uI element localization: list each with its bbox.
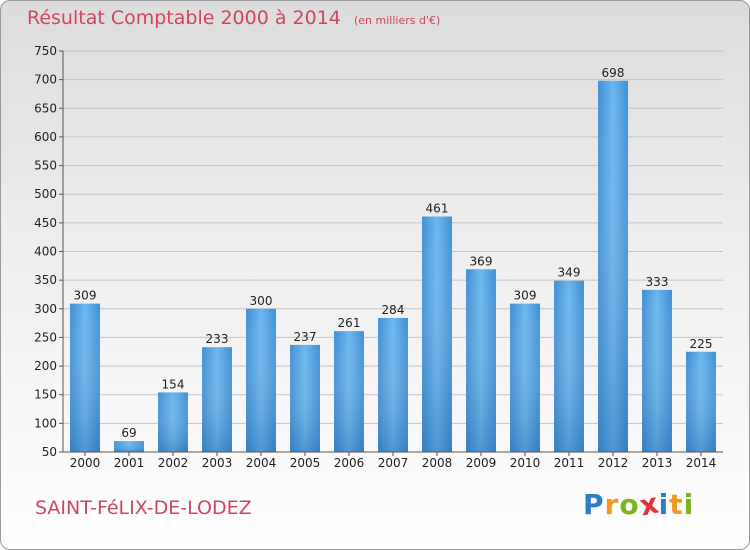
bar-shade (70, 303, 100, 452)
logo-letter: r (604, 488, 620, 521)
title-row: Résultat Comptable 2000 à 2014 (en milli… (27, 7, 440, 29)
x-tick-label: 2007 (378, 456, 409, 470)
x-tick-label: 2013 (642, 456, 673, 470)
x-tick-label: 2009 (466, 456, 497, 470)
bar-shade (422, 216, 452, 452)
y-tick-label: 400 (34, 245, 57, 259)
y-tick-label: 300 (34, 302, 57, 316)
bar-shade (466, 269, 496, 452)
bar-shade (202, 347, 232, 452)
x-tick-label: 2005 (290, 456, 321, 470)
y-tick-label: 500 (34, 187, 57, 201)
value-label: 369 (470, 254, 493, 268)
x-tick-label: 2000 (70, 456, 101, 470)
x-tick-label: 2012 (598, 456, 629, 470)
x-tick-label: 2010 (510, 456, 541, 470)
logo-letter: P (583, 488, 605, 521)
value-label: 69 (121, 426, 136, 440)
value-label: 154 (162, 377, 185, 391)
place-name: SAINT-FéLIX-DE-LODEZ (35, 497, 252, 519)
chart-title: Résultat Comptable 2000 à 2014 (27, 7, 341, 29)
y-tick-label: 150 (34, 388, 57, 402)
bar-shade (246, 308, 276, 452)
y-tick-label: 350 (34, 273, 57, 287)
x-tick-label: 2004 (246, 456, 277, 470)
value-label: 309 (514, 289, 537, 303)
value-label: 309 (74, 289, 97, 303)
proxiti-logo: Proxiti (583, 486, 695, 522)
bar-shade (290, 344, 320, 452)
bar-shade (158, 392, 188, 452)
x-tick-label: 2003 (202, 456, 233, 470)
y-tick-label: 50 (42, 445, 57, 459)
y-tick-label: 200 (34, 359, 57, 373)
x-tick-label: 2014 (686, 456, 717, 470)
y-tick-label: 550 (34, 159, 57, 173)
y-tick-label: 450 (34, 216, 57, 230)
y-tick-label: 700 (34, 73, 57, 87)
bar-shade (334, 331, 364, 452)
bar-shade (114, 441, 144, 452)
value-label: 300 (250, 294, 273, 308)
y-tick-label: 650 (34, 101, 57, 115)
value-label: 237 (294, 330, 317, 344)
value-label: 698 (602, 66, 625, 80)
bar-shade (642, 289, 672, 452)
bar-shade (554, 280, 584, 452)
y-tick-label: 100 (34, 416, 57, 430)
x-tick-label: 2001 (114, 456, 145, 470)
x-tick-label: 2006 (334, 456, 365, 470)
logo-letter: o (619, 488, 640, 521)
bar-shade (598, 80, 628, 452)
x-tick-label: 2008 (422, 456, 453, 470)
bar-shade (510, 303, 540, 452)
chart-subtitle: (en milliers d'€) (353, 14, 441, 27)
y-tick-label: 250 (34, 330, 57, 344)
bar-shade (686, 351, 716, 452)
value-label: 461 (426, 202, 449, 216)
value-label: 225 (690, 337, 713, 351)
bar-shade (378, 317, 408, 452)
x-tick-label: 2011 (554, 456, 585, 470)
value-label: 349 (558, 266, 581, 280)
value-label: 233 (206, 332, 229, 346)
y-tick-label: 750 (34, 44, 57, 58)
logo-letter: t (669, 488, 684, 521)
value-label: 333 (646, 275, 669, 289)
value-label: 261 (338, 316, 361, 330)
y-tick-label: 600 (34, 130, 57, 144)
logo-letter: i (683, 488, 695, 521)
x-tick-label: 2002 (158, 456, 189, 470)
logo-letter: i (658, 488, 670, 521)
value-label: 284 (382, 303, 405, 317)
